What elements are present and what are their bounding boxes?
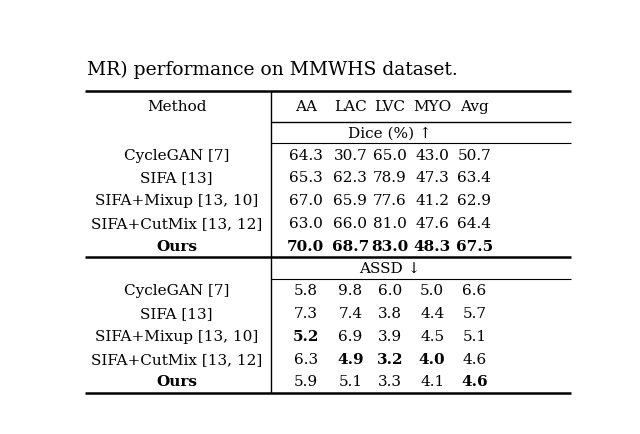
- Text: 67.0: 67.0: [289, 194, 323, 208]
- Text: 64.3: 64.3: [289, 148, 323, 162]
- Text: 50.7: 50.7: [458, 148, 491, 162]
- Text: 6.6: 6.6: [462, 284, 486, 298]
- Text: LVC: LVC: [374, 100, 406, 114]
- Text: 65.9: 65.9: [333, 194, 367, 208]
- Text: SIFA+CutMix [13, 12]: SIFA+CutMix [13, 12]: [91, 352, 262, 366]
- Text: 4.6: 4.6: [462, 352, 486, 366]
- Text: 65.0: 65.0: [373, 148, 407, 162]
- Text: 5.2: 5.2: [292, 329, 319, 343]
- Text: 78.9: 78.9: [373, 171, 407, 185]
- Text: 41.2: 41.2: [415, 194, 449, 208]
- Text: 67.5: 67.5: [456, 239, 493, 253]
- Text: AA: AA: [294, 100, 317, 114]
- Text: SIFA [13]: SIFA [13]: [140, 171, 213, 185]
- Text: 7.3: 7.3: [294, 306, 317, 320]
- Text: MYO: MYO: [413, 100, 451, 114]
- Text: 6.3: 6.3: [294, 352, 317, 366]
- Text: 5.0: 5.0: [420, 284, 444, 298]
- Text: 4.6: 4.6: [461, 375, 488, 388]
- Text: Avg: Avg: [460, 100, 489, 114]
- Text: 5.1: 5.1: [339, 375, 362, 388]
- Text: 4.1: 4.1: [420, 375, 444, 388]
- Text: 7.4: 7.4: [339, 306, 362, 320]
- Text: SIFA+Mixup [13, 10]: SIFA+Mixup [13, 10]: [95, 194, 259, 208]
- Text: 6.0: 6.0: [378, 284, 402, 298]
- Text: 4.5: 4.5: [420, 329, 444, 343]
- Text: 47.3: 47.3: [415, 171, 449, 185]
- Text: 70.0: 70.0: [287, 239, 324, 253]
- Text: Ours: Ours: [156, 239, 197, 253]
- Text: 63.4: 63.4: [458, 171, 492, 185]
- Text: 4.9: 4.9: [337, 352, 364, 366]
- Text: 4.4: 4.4: [420, 306, 444, 320]
- Text: 62.9: 62.9: [458, 194, 492, 208]
- Text: 48.3: 48.3: [413, 239, 451, 253]
- Text: SIFA [13]: SIFA [13]: [140, 306, 213, 320]
- Text: 30.7: 30.7: [333, 148, 367, 162]
- Text: 64.4: 64.4: [458, 217, 492, 230]
- Text: 65.3: 65.3: [289, 171, 323, 185]
- Text: 81.0: 81.0: [373, 217, 407, 230]
- Text: LAC: LAC: [334, 100, 367, 114]
- Text: 63.0: 63.0: [289, 217, 323, 230]
- Text: 5.9: 5.9: [294, 375, 317, 388]
- Text: 47.6: 47.6: [415, 217, 449, 230]
- Text: 3.2: 3.2: [377, 352, 403, 366]
- Text: CycleGAN [7]: CycleGAN [7]: [124, 284, 229, 298]
- Text: 3.9: 3.9: [378, 329, 402, 343]
- Text: 3.3: 3.3: [378, 375, 402, 388]
- Text: Method: Method: [147, 100, 207, 114]
- Text: 9.8: 9.8: [339, 284, 362, 298]
- Text: 5.7: 5.7: [462, 306, 486, 320]
- Text: 62.3: 62.3: [333, 171, 367, 185]
- Text: Ours: Ours: [156, 375, 197, 388]
- Text: Dice (%) ↑: Dice (%) ↑: [348, 126, 432, 140]
- Text: 6.9: 6.9: [338, 329, 362, 343]
- Text: 4.0: 4.0: [419, 352, 445, 366]
- Text: SIFA+Mixup [13, 10]: SIFA+Mixup [13, 10]: [95, 329, 259, 343]
- Text: 43.0: 43.0: [415, 148, 449, 162]
- Text: 77.6: 77.6: [373, 194, 407, 208]
- Text: ASSD ↓: ASSD ↓: [359, 261, 420, 276]
- Text: 3.8: 3.8: [378, 306, 402, 320]
- Text: 83.0: 83.0: [371, 239, 408, 253]
- Text: SIFA+CutMix [13, 12]: SIFA+CutMix [13, 12]: [91, 217, 262, 230]
- Text: 5.8: 5.8: [294, 284, 317, 298]
- Text: 68.7: 68.7: [332, 239, 369, 253]
- Text: MR) performance on MMWHS dataset.: MR) performance on MMWHS dataset.: [88, 60, 458, 79]
- Text: 5.1: 5.1: [462, 329, 486, 343]
- Text: 66.0: 66.0: [333, 217, 367, 230]
- Text: CycleGAN [7]: CycleGAN [7]: [124, 148, 229, 162]
